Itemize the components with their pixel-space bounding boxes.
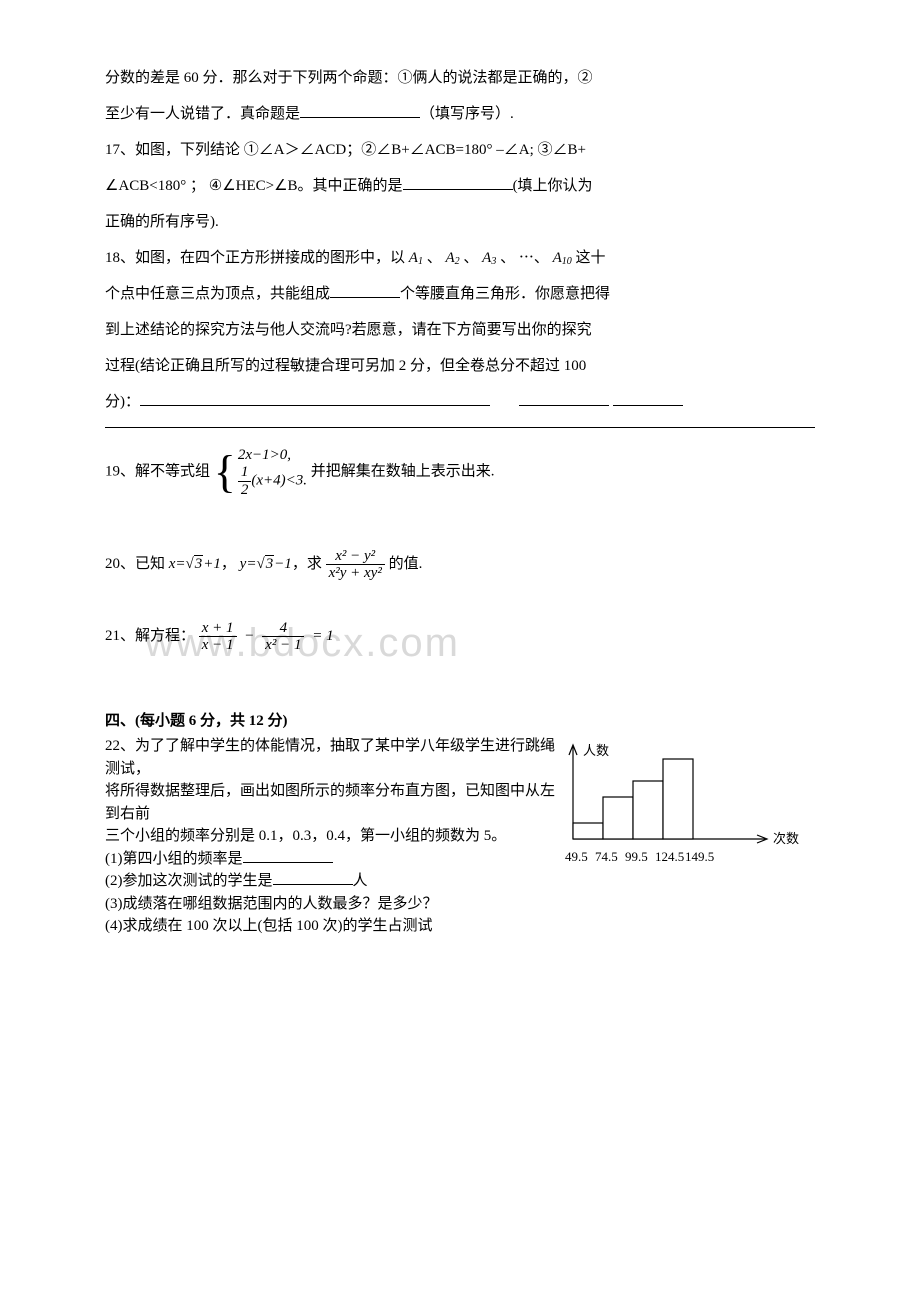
q18-line5-pre: 分)： [105,394,140,410]
q21-eq: = 1 [308,628,333,644]
histogram-chart: 人数次数 49.5 74.5 99.5 124.5149.5 [565,739,815,897]
q20: 20、已知 x=3+1， y=3−1，求 x² − y² x²y + xy² 的… [105,546,815,582]
q17-line3: 正确的所有序号). [105,204,815,240]
q19-label: 19、解不等式组 [105,463,210,479]
svg-text:人数: 人数 [583,743,609,758]
q18-line4: 过程(结论正确且所写的过程敏捷合理可另加 2 分，但全卷总分不超过 100 [105,348,815,384]
q17-line1: 17、如图，下列结论 ①∠A＞∠ACD；②∠B+∠ACB=180° –∠A; ③… [105,132,815,168]
q16-line2: 至少有一人说错了．真命题是 （填写序号）. [105,96,815,132]
q18-A1: A1 [409,250,423,266]
q17-line2-post: (填上你认为 [513,178,593,194]
q18-blank1 [330,297,400,298]
q20-fraction: x² − y² x²y + xy² [326,548,385,582]
q21-label: 21、解方程： [105,628,195,644]
q16-blank [300,117,420,118]
q17-line2: ∠ACB<180° ； ④∠HEC>∠B。其中正确的是 (填上你认为 [105,168,815,204]
q18-line5: 分)： [105,384,815,420]
q20-label: 20、已知 [105,556,165,572]
q18-pre: 18、如图，在四个正方形拼接成的图形中，以 [105,250,405,266]
minus-sign: − [240,628,258,644]
svg-text:49.5: 49.5 [565,849,588,864]
q21: 21、解方程： x + 1 x − 1 − 4 x² − 1 = 1 [105,618,815,654]
q18-A3: A3 [482,250,496,266]
q22-blank2 [273,884,353,885]
q18-blank3 [519,405,609,406]
q17-line2-pre: ∠ACB<180° ； ④∠HEC>∠B。其中正确的是 [105,178,403,194]
sqrt-icon-2: 3 [256,546,274,582]
q22-blank1 [243,862,333,863]
q18-line2-post: 个等腰直角三角形．你愿意把得 [400,286,610,302]
q20-tail: 的值. [389,556,423,572]
q22-block: 人数次数49.574.599.5124.5149.5 22、为了了解中学生的体能… [105,735,815,938]
q21-frac2: 4 x² − 1 [262,620,304,654]
q17-blank [403,189,513,190]
q18-line2-pre: 个点中任意三点为顶点，共能组成 [105,286,330,302]
q18-blank4 [613,405,683,406]
q22-p4: (4)求成绩在 100 次以上(包括 100 次)的学生占测试 [105,915,815,938]
q18-ruleline [105,426,815,428]
svg-text:次数: 次数 [773,831,799,846]
svg-text:74.5: 74.5 [595,849,618,864]
svg-text:149.5: 149.5 [685,849,714,864]
q16-line2-pre: 至少有一人说错了．真命题是 [105,106,300,122]
svg-text:99.5: 99.5 [625,849,648,864]
histogram-svg: 人数次数 49.5 74.5 99.5 124.5149.5 [565,739,815,889]
svg-text:124.5: 124.5 [655,849,684,864]
q18-A2: A2 [445,250,459,266]
q18-A10: A10 [553,250,572,266]
q21-frac1: x + 1 x − 1 [199,620,237,654]
q18-blank2 [140,405,490,406]
q16-line1: 分数的差是 60 分．那么对于下列两个命题：①俩人的说法都是正确的，② [105,60,815,96]
q18-line1: 18、如图，在四个正方形拼接成的图形中，以 A1 、 A2 、 A3 、 ⋯、 … [105,240,815,276]
q18-line2: 个点中任意三点为顶点，共能组成 个等腰直角三角形．你愿意把得 [105,276,815,312]
q18-line3: 到上述结论的探究方法与他人交流吗?若愿意，请在下方简要写出你的探究 [105,312,815,348]
q19-tail: 并把解集在数轴上表示出来. [311,463,495,479]
q18-post: 这十 [576,250,606,266]
q20-x: x= [169,556,186,572]
q16-line2-post: （填写序号）. [420,106,514,122]
q19: 19、解不等式组 { 2x−1>0, 12(x+4)<3. 并把解集在数轴上表示… [105,446,815,498]
sqrt-icon-1: 3 [186,546,204,582]
q19-system: { 2x−1>0, 12(x+4)<3. [214,446,307,498]
q20-y: y= [240,556,257,572]
section-4-heading: 四、(每小题 6 分，共 12 分) [105,709,815,733]
